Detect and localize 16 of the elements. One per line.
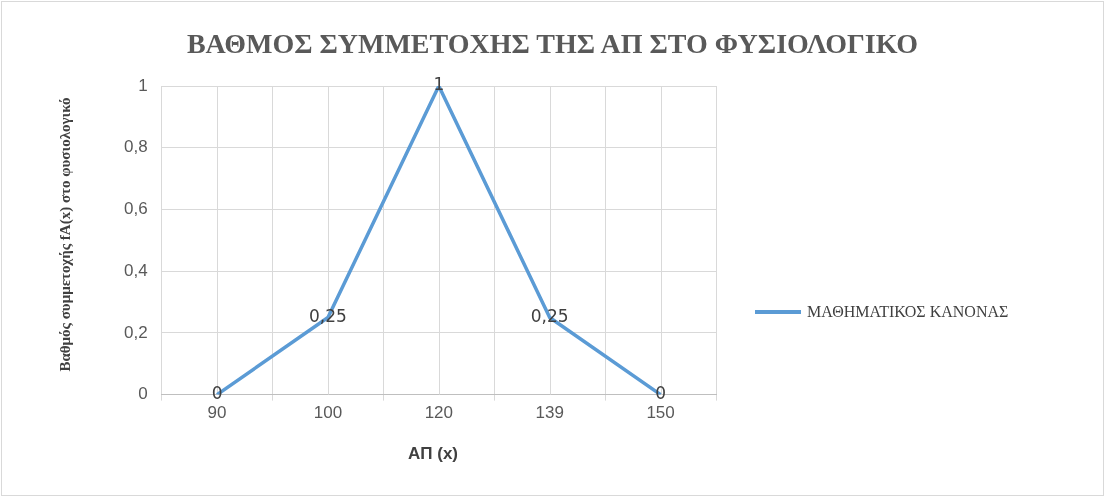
y-tick-label: 0,2 bbox=[123, 322, 148, 342]
x-tick-label: 100 bbox=[313, 403, 343, 423]
y-tick-label: 0,6 bbox=[123, 199, 148, 219]
y-tick-label: 0,8 bbox=[123, 137, 148, 157]
x-tick-label: 120 bbox=[424, 403, 453, 423]
x-axis-title: ΑΠ (x) bbox=[406, 444, 460, 464]
y-tick-label: 1 bbox=[138, 75, 148, 95]
legend-label: ΜΑΘΗΜΑΤΙΚΟΣ ΚΑΝΟΝΑΣ bbox=[807, 303, 1009, 321]
x-tick-label: 90 bbox=[207, 403, 227, 423]
y-tick-label: 0 bbox=[138, 384, 148, 404]
y-tick-label: 0,4 bbox=[123, 260, 148, 280]
data-label: 0 bbox=[655, 383, 666, 404]
x-tick-label: 150 bbox=[646, 403, 675, 423]
chart-title: ΒΑΘΜΟΣ ΣΥΜΜΕΤΟΧΗΣ ΤΗΣ ΑΠ ΣΤΟ ΦΥΣΙΟΛΟΓΙΚΟ bbox=[185, 28, 920, 60]
y-axis-title: Βαθμός συμμετοχής fA(x) στο φυσιολογικό bbox=[55, 96, 74, 374]
x-tick-label: 139 bbox=[535, 403, 564, 423]
